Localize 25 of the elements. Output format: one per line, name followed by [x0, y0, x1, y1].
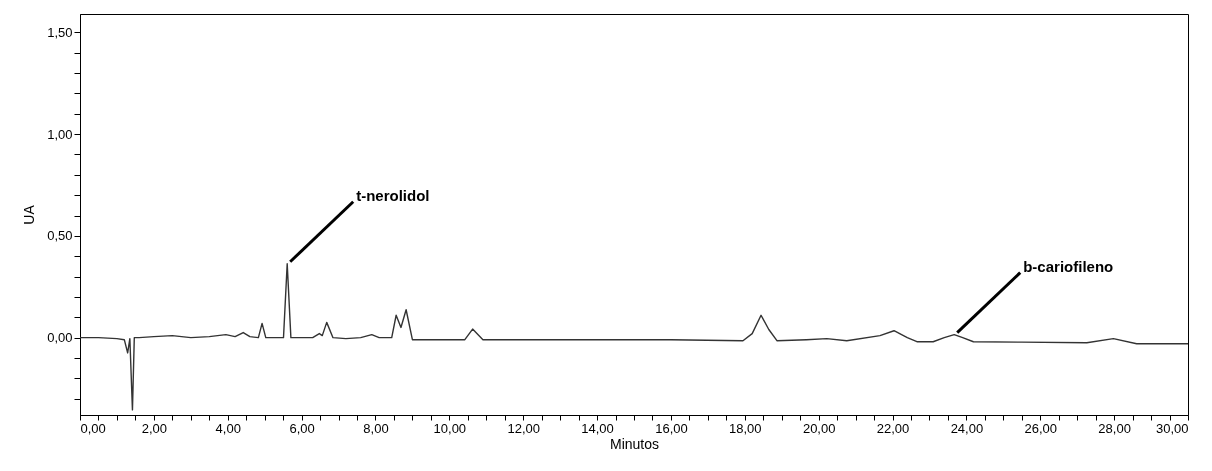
x-tick-label: 2,00 [141, 420, 168, 436]
x-tick-label: 20,00 [802, 420, 836, 436]
x-tick-label: 8,00 [363, 420, 389, 436]
annotation: t-nerolidol [356, 186, 430, 204]
x-tick-label: 28,00 [1098, 420, 1131, 436]
x-tick-label: 10,00 [433, 420, 467, 436]
x-tick-label: 0,00 [80, 420, 106, 436]
x-tick-label: 18,00 [729, 420, 762, 436]
x-tick-label: 12,00 [507, 420, 540, 436]
x-axis-title: Minutos [609, 435, 660, 452]
x-tick-label: 30,00 [1155, 420, 1189, 436]
line-series [80, 263, 1188, 411]
x-tick-label: 14,00 [581, 420, 614, 436]
x-tick-label: 24,00 [950, 420, 984, 436]
x-tick-label: 22,00 [876, 420, 910, 436]
y-tick-label: 1,50 [47, 24, 73, 40]
x-tick-label: 4,00 [215, 420, 241, 436]
x-tick-label: 26,00 [1024, 420, 1058, 436]
x-tick-label: 16,00 [655, 420, 688, 436]
y-axis-title: UA [21, 204, 38, 225]
y-tick-label: 0,50 [47, 228, 73, 244]
y-tick-label: 1,00 [47, 126, 73, 142]
annotation: b-cariofileno [1023, 257, 1114, 275]
x-tick-label: 6,00 [289, 420, 315, 436]
y-tick-label: 0,00 [47, 330, 73, 346]
